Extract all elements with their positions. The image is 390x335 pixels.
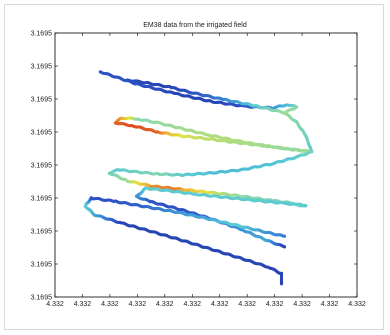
x-tick-label: 4.332 [156,301,174,308]
x-tick-label: 4.332 [74,301,92,308]
data-point [282,234,287,238]
x-tick-label: 4.332 [321,301,339,308]
y-tick-label: 3.1695 [31,163,53,170]
data-points [83,70,314,286]
y-tick-label: 3.1695 [31,31,53,38]
axes-box [54,32,358,298]
x-tick-label: 4.332 [293,301,311,308]
y-tick-label: 3.1695 [31,295,53,302]
y-tick-label: 3.1695 [31,130,53,137]
y-tick-label: 3.1695 [31,262,53,269]
x-tick-label: 4.332 [238,301,256,308]
scatter-plot: EM38 data from the irrigated field 4.332… [31,22,366,308]
y-tick-label: 3.1695 [31,196,53,203]
data-point [125,78,130,82]
x-tick-label: 4.332 [101,301,119,308]
x-tick-label: 4.332 [211,301,229,308]
chart-title: EM38 data from the irrigated field [143,22,247,29]
x-tick-label: 4.332 [184,301,202,308]
y-axis: 3.1695 3.1695 3.1695 3.1695 3.1695 3.1695 3.16… [31,31,357,302]
x-tick-label: 4.332 [129,301,147,308]
figure-window: EM38 data from the irrigated field 4.332… [4,4,384,330]
x-tick-label: 4.332 [46,301,64,308]
x-tick-label: 4.332 [266,301,284,308]
y-tick-label: 3.1695 [31,97,53,104]
x-tick-label: 4.332 [348,301,366,308]
x-axis: 4.332 4.332 4.332 4.332 4.332 4.332 4.332 4.332… [46,33,366,308]
data-point [282,245,287,249]
data-point [279,282,284,286]
y-tick-label: 3.1695 [31,229,53,236]
y-tick-label: 3.1695 [31,64,53,71]
